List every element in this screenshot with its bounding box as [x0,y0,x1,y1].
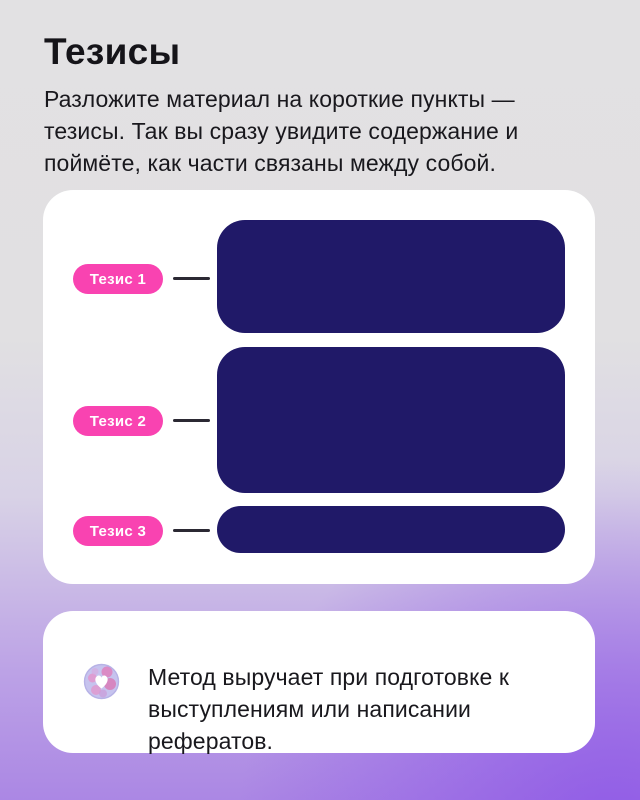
page-description: Разложите материал на короткие пункты — … [44,86,519,176]
page-title: Тезисы [44,31,181,72]
connector-line-3 [173,529,210,532]
thesis-content-block-2 [217,347,565,493]
note-text: Метод выручает при подготовке к выступле… [148,664,510,754]
thesis-label-3: Тезис 3 [73,516,163,546]
connector-line-1 [173,277,210,280]
header: Тезисы Разложите материал на короткие пу… [44,30,600,179]
thesis-label-3-text: Тезис 3 [89,522,147,540]
thesis-label-1-text: Тезис 1 [89,270,147,288]
note-card: Метод выручает при подготовке к выступле… [43,611,595,754]
thesis-label-2-text: Тезис 2 [89,412,147,430]
thesis-label-2: Тезис 2 [73,406,163,436]
thesis-content-block-3 [217,506,565,553]
thesis-label-1: Тезис 1 [73,264,163,294]
connector-line-2 [173,419,210,422]
thesis-content-block-1 [217,220,565,333]
thesis-diagram-card: Тезис 1 Тезис 2 Тезис 3 [43,190,595,584]
donut-heart-icon [83,663,120,700]
